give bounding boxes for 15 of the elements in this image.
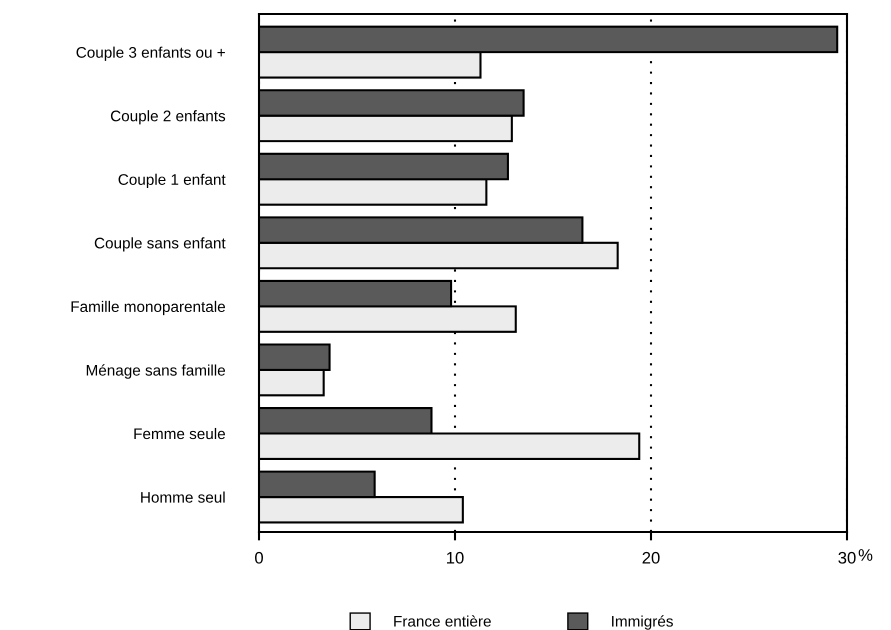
y-tick-label: Famille monoparentale [72, 300, 225, 316]
x-tick-label: 0 [255, 552, 263, 564]
x-tick-label: 10 [447, 552, 464, 564]
legend-label: France entière [394, 615, 491, 627]
y-tick-label: Ménage sans famille [86, 364, 225, 379]
y-tick-label: Couple sans enfant [94, 237, 226, 252]
x-tick-label: 20 [642, 552, 660, 564]
y-tick-label: Homme seul [141, 492, 225, 503]
x-tick-label: 30 [838, 552, 856, 564]
y-tick-label: Femme seule [134, 428, 225, 440]
x-axis-title: % [858, 549, 872, 561]
legend-label: Immigrés [612, 615, 673, 630]
y-tick-label: Couple 1 enfant [118, 174, 226, 188]
y-tick-label: Couple 2 enfants [110, 110, 226, 124]
y-tick-label: Couple 3 enfants ou + [76, 46, 225, 61]
